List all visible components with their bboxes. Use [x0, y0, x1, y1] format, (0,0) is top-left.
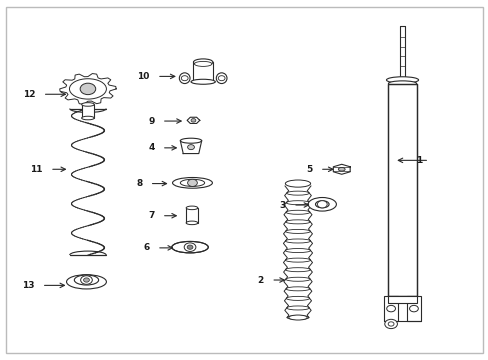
Ellipse shape [180, 138, 201, 143]
Circle shape [181, 76, 188, 81]
Text: 3: 3 [279, 201, 285, 210]
Ellipse shape [81, 116, 94, 120]
Circle shape [187, 245, 193, 249]
Ellipse shape [191, 79, 215, 84]
Circle shape [218, 76, 224, 81]
Ellipse shape [180, 179, 204, 186]
Circle shape [317, 201, 326, 208]
Bar [387, 296, 416, 302]
Circle shape [386, 305, 395, 312]
Ellipse shape [66, 275, 106, 289]
Ellipse shape [171, 242, 208, 253]
Text: 2: 2 [257, 275, 264, 284]
Ellipse shape [74, 275, 99, 285]
Circle shape [384, 319, 397, 329]
Ellipse shape [307, 198, 336, 211]
Circle shape [83, 278, 89, 282]
Circle shape [409, 305, 417, 312]
Ellipse shape [216, 73, 226, 84]
Ellipse shape [285, 180, 310, 187]
Polygon shape [60, 73, 116, 104]
Text: 12: 12 [23, 90, 35, 99]
Bar [387, 84, 416, 296]
Ellipse shape [285, 229, 310, 233]
Ellipse shape [193, 59, 212, 65]
Text: 7: 7 [148, 211, 154, 220]
Bar [186, 208, 198, 223]
Ellipse shape [285, 287, 309, 291]
Ellipse shape [285, 268, 310, 272]
Ellipse shape [387, 81, 416, 86]
Bar [81, 104, 94, 118]
Ellipse shape [285, 201, 309, 205]
Circle shape [184, 243, 196, 251]
Ellipse shape [194, 62, 211, 66]
Circle shape [80, 83, 96, 95]
Bar [193, 62, 212, 82]
Ellipse shape [285, 277, 309, 281]
Ellipse shape [286, 306, 309, 310]
Circle shape [187, 179, 197, 186]
Bar [384, 296, 397, 321]
Ellipse shape [285, 239, 310, 243]
Ellipse shape [285, 210, 309, 214]
Ellipse shape [315, 201, 328, 208]
Ellipse shape [386, 77, 418, 83]
Ellipse shape [288, 315, 306, 320]
Text: 4: 4 [148, 143, 154, 152]
Text: 10: 10 [137, 72, 149, 81]
Text: 6: 6 [143, 243, 149, 252]
Text: 8: 8 [136, 179, 142, 188]
Ellipse shape [285, 296, 309, 300]
Ellipse shape [285, 220, 309, 224]
Ellipse shape [186, 206, 198, 210]
Text: 11: 11 [30, 165, 42, 174]
Circle shape [187, 145, 194, 150]
Ellipse shape [286, 315, 308, 320]
Ellipse shape [172, 177, 212, 188]
Ellipse shape [285, 248, 310, 253]
Bar [407, 296, 420, 321]
Ellipse shape [285, 258, 310, 262]
Ellipse shape [81, 103, 94, 106]
Polygon shape [180, 141, 201, 154]
Ellipse shape [179, 73, 190, 84]
Polygon shape [187, 117, 200, 123]
Text: 9: 9 [148, 117, 154, 126]
Text: 13: 13 [22, 281, 34, 290]
Text: 1: 1 [415, 156, 421, 165]
Ellipse shape [338, 167, 345, 171]
Polygon shape [333, 164, 349, 174]
Ellipse shape [186, 221, 198, 225]
Text: 5: 5 [305, 165, 312, 174]
Ellipse shape [286, 191, 309, 195]
Ellipse shape [69, 79, 106, 99]
Circle shape [191, 118, 196, 122]
Circle shape [81, 276, 92, 284]
